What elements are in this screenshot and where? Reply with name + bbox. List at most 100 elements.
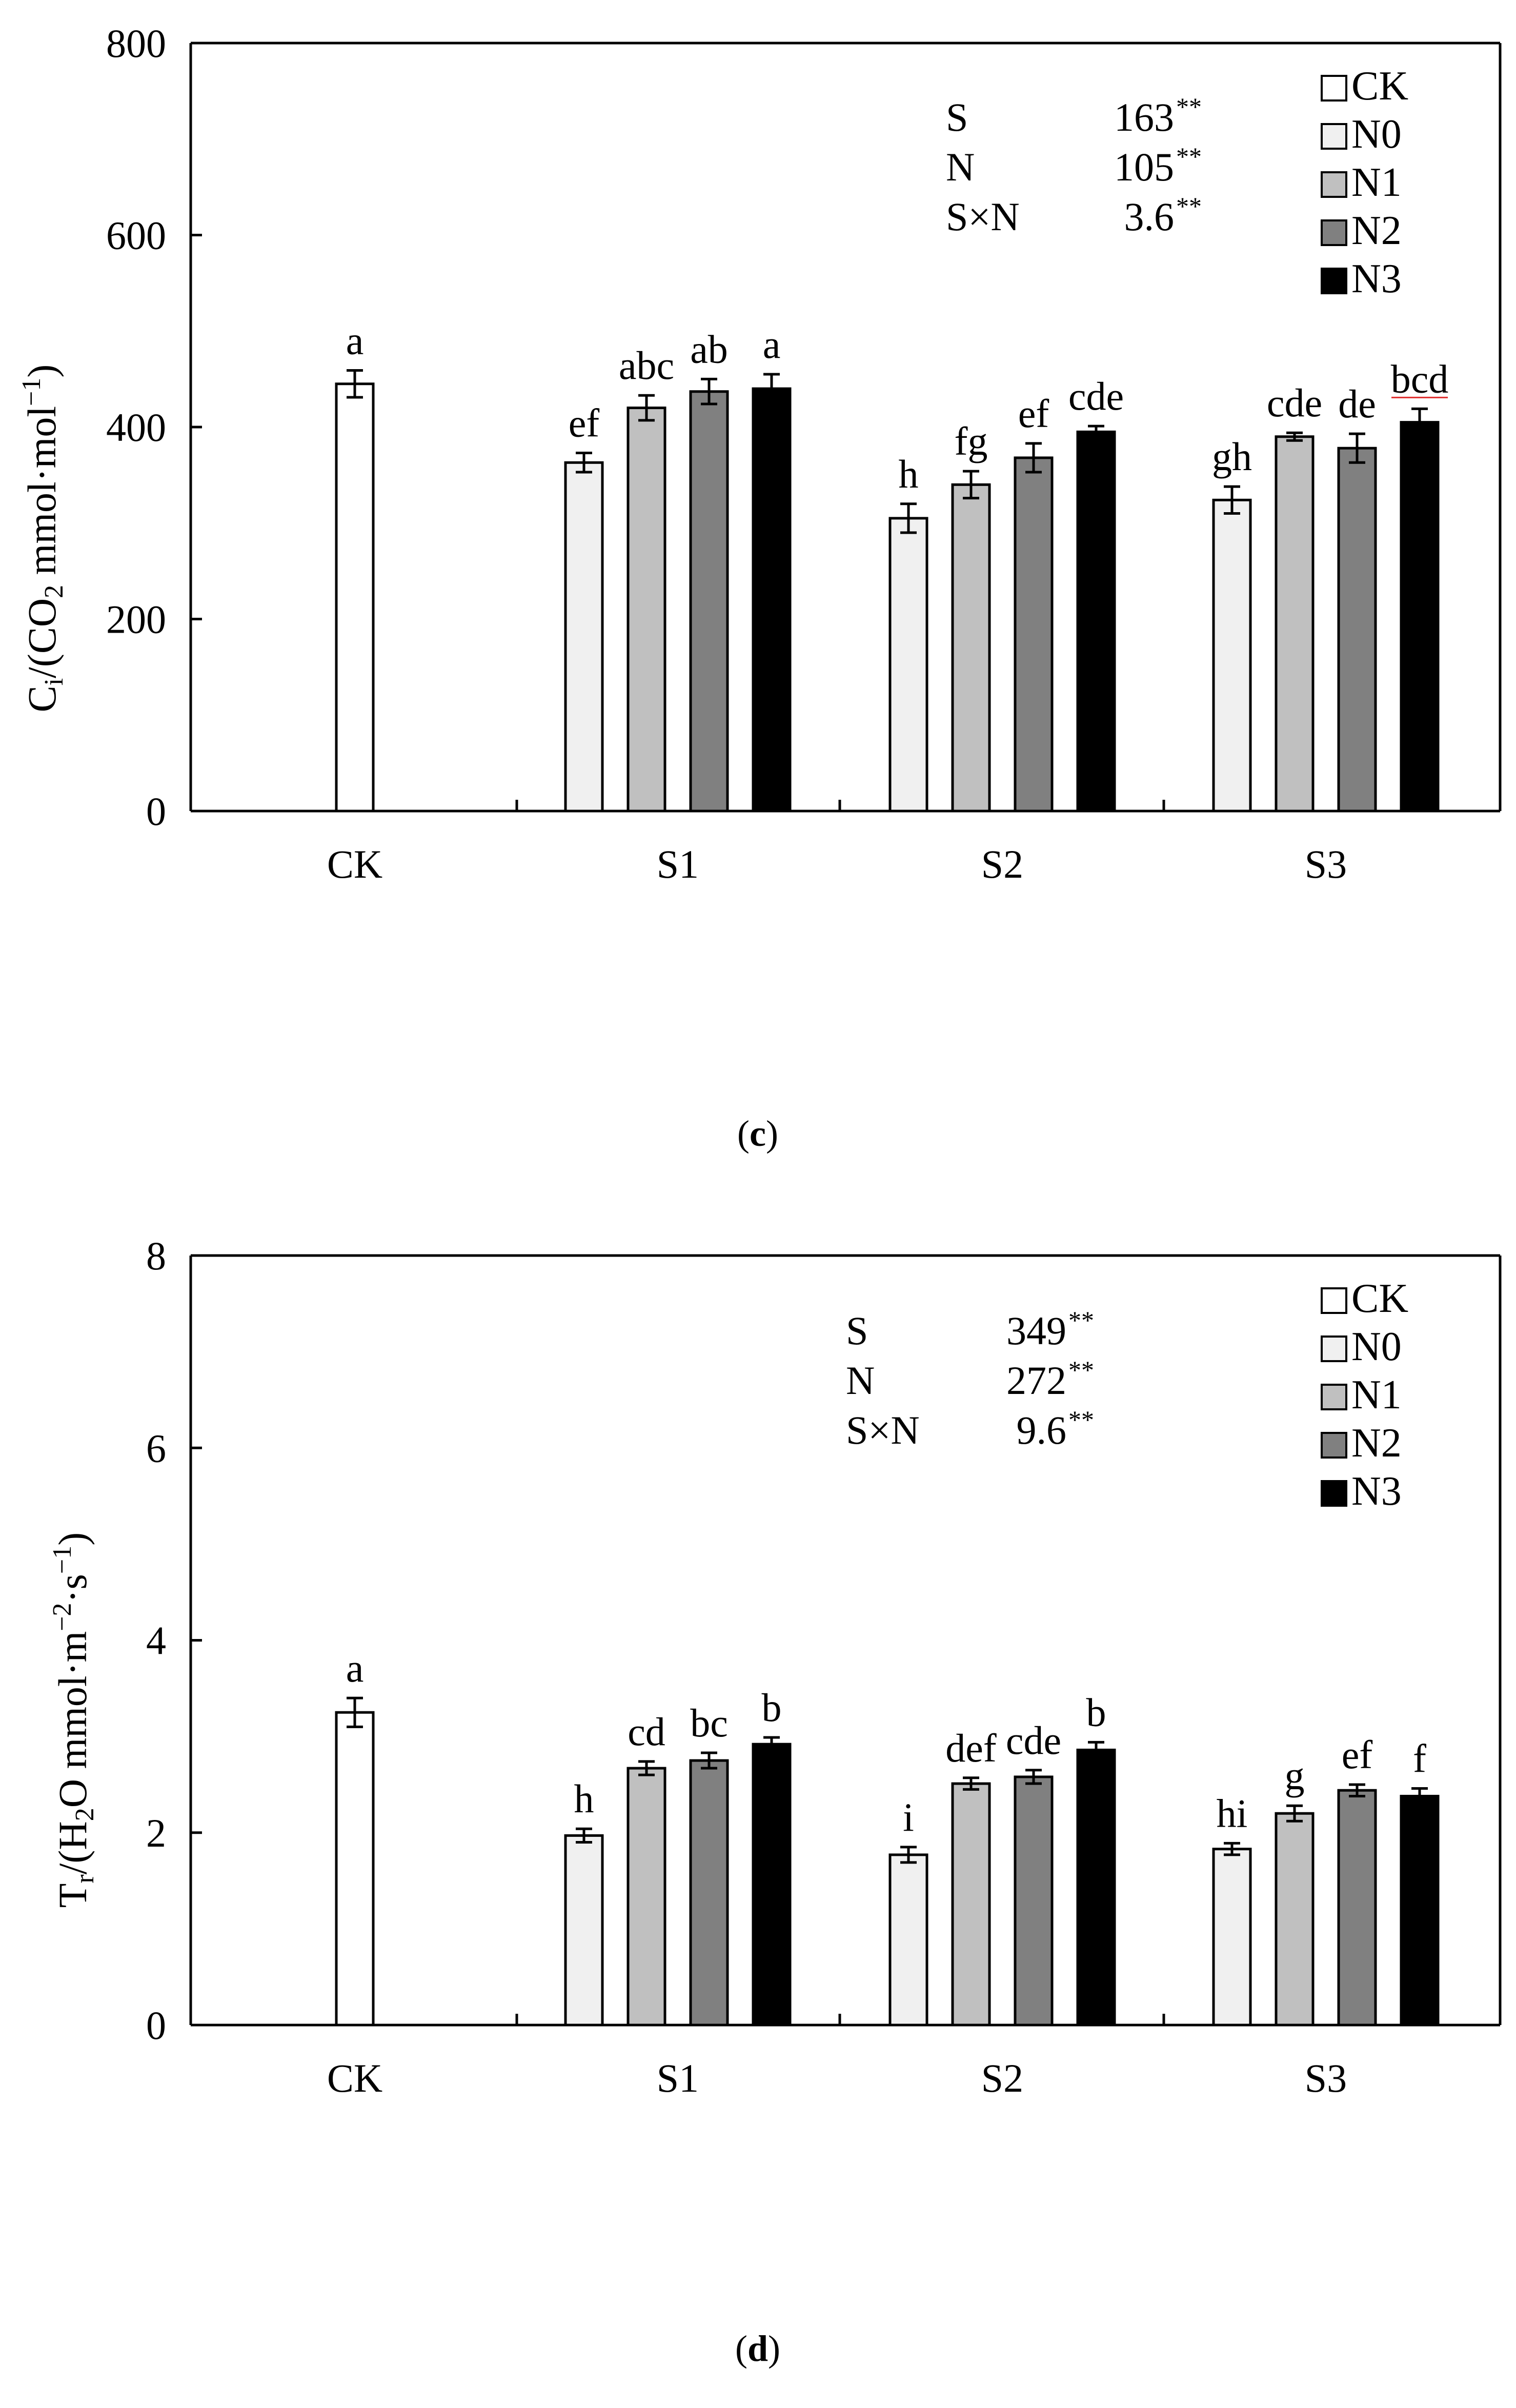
bar-S1-N2: [689, 390, 729, 813]
bar-S3-N2: [1337, 1789, 1377, 2027]
y-tick-label: 800: [106, 21, 166, 66]
panel-d-ylabel-sup2: −1: [48, 1546, 77, 1574]
panel-d-ylabel-rest1: /(H: [50, 1821, 95, 1874]
legend-swatch-N0: [1321, 123, 1347, 150]
panel-d-ticks: 0 2 4 6 8 CK S1 S2 S3: [146, 1233, 1347, 2100]
legend-swatch-N2: [1321, 219, 1347, 246]
significance-letter: ab: [690, 327, 728, 371]
significance-letter: bcd: [1391, 356, 1449, 401]
stat-value: 105: [1114, 145, 1174, 189]
bar-S2-N1: [951, 1782, 991, 2027]
stat-label: S: [846, 1308, 868, 1353]
bar-CK-CK: [335, 382, 375, 813]
x-category-label: S3: [1305, 842, 1347, 886]
bar-S3-N3: [1400, 1794, 1440, 2027]
panel-c-ylabel-rest1: /(CO: [19, 598, 64, 678]
panel-d-ylabel: Tr/(H2O mmol·m−2·s−1): [48, 1532, 99, 1908]
bar-S1-N3: [752, 1743, 792, 2027]
legend-swatch-N1: [1321, 171, 1347, 198]
significance-letter: abc: [619, 343, 674, 388]
legend-label-N0: N0: [1351, 112, 1402, 157]
significance-letter: fg: [955, 419, 988, 463]
legend-label-N0: N0: [1351, 1324, 1402, 1369]
bar-S2-N0: [888, 517, 928, 813]
bar-S1-N3: [752, 387, 792, 813]
bar-S3-N0: [1212, 498, 1252, 813]
bar-S3-N0: [1212, 1848, 1252, 2027]
x-category-label: CK: [327, 842, 382, 886]
significance-letter: gh: [1212, 434, 1252, 479]
bar-S3-N1: [1275, 1812, 1315, 2027]
significance-letter: def: [945, 1726, 997, 1770]
stat-label: N: [946, 145, 975, 189]
panel-d-ylabel-sub2: 2: [70, 1808, 99, 1821]
stat-significance: **: [1176, 92, 1202, 121]
panel-c-ylabel-rest2: mmol·mol: [19, 406, 64, 585]
significance-letter: cde: [1068, 374, 1124, 418]
significance-letter: ef: [1018, 391, 1049, 436]
bar-S1-N1: [626, 407, 666, 813]
legend-swatch-N1: [1321, 1384, 1347, 1410]
panel-c-ylabel: Ci/(CO2 mmol·mol−1): [17, 365, 69, 713]
legend-label-CK: CK: [1351, 64, 1408, 109]
significance-letter: i: [903, 1795, 914, 1839]
y-tick-label: 6: [146, 1426, 166, 1470]
y-tick-label: 0: [146, 789, 166, 834]
y-tick-label: 4: [146, 1618, 166, 1663]
legend-swatch-N2: [1321, 1432, 1347, 1459]
stat-value: 3.6: [1124, 194, 1175, 239]
bar-S3-N2: [1337, 447, 1377, 813]
x-category-label: S2: [981, 842, 1023, 886]
stat-significance: **: [1068, 1306, 1094, 1334]
panel-c-stats: S 163 **N 105 **S×N 3.6 **: [946, 92, 1202, 239]
legend-label-N1: N1: [1351, 160, 1402, 205]
x-category-label: S1: [657, 2056, 699, 2100]
panel-d-ylabel-main: T: [50, 1884, 95, 1908]
panel-d-ylabel-sub: r: [70, 1874, 99, 1883]
panel-c-ylabel-main: C: [19, 685, 64, 712]
panel-d-stats: S 349 **N 272 **S×N 9.6 **: [846, 1306, 1094, 1452]
significance-letter: ef: [569, 401, 600, 446]
panel-d-ylabel-close: ): [50, 1532, 95, 1546]
significance-letter: h: [899, 452, 919, 496]
panel-c-ylabel-sub: i: [39, 678, 69, 685]
y-tick-label: 600: [106, 213, 166, 258]
bar-S3-N3: [1400, 421, 1440, 813]
bar-S1-N1: [626, 1767, 666, 2027]
panel-c-ylabel-sup: −1: [17, 378, 46, 406]
legend-label-N2: N2: [1351, 1421, 1402, 1466]
bar-S1-N0: [564, 1834, 604, 2027]
legend-swatch-CK: [1321, 75, 1347, 102]
legend-label-N1: N1: [1351, 1372, 1402, 1418]
stat-label: S: [946, 95, 968, 139]
panel-c-axes: [189, 42, 1502, 813]
legend-swatch-CK: [1321, 1287, 1347, 1314]
significance-letter: cd: [628, 1709, 665, 1754]
stat-significance: **: [1176, 142, 1202, 171]
stat-label: N: [846, 1358, 875, 1403]
legend-label-CK: CK: [1351, 1276, 1408, 1321]
legend-label-N3: N3: [1351, 1469, 1402, 1514]
bar-S2-N2: [1014, 1775, 1054, 2027]
significance-letter: cde: [1267, 380, 1322, 425]
x-category-label: S2: [981, 2056, 1023, 2100]
significance-letter: a: [763, 322, 781, 367]
y-tick-label: 2: [146, 1811, 166, 1855]
legend-swatch-N3: [1321, 268, 1347, 294]
bar-S2-N2: [1014, 456, 1054, 813]
stat-value: 163: [1114, 95, 1174, 139]
panel-c-ylabel-close: ): [19, 365, 64, 378]
bar-S2-N1: [951, 483, 991, 813]
y-tick-label: 0: [146, 2003, 166, 2048]
significance-letter: a: [346, 318, 364, 363]
panel-d-caption-letter: d: [747, 2328, 768, 2369]
stat-significance: **: [1176, 192, 1202, 220]
x-category-label: CK: [327, 2056, 382, 2100]
x-category-label: S3: [1305, 2056, 1347, 2100]
bar-S2-N3: [1076, 430, 1116, 813]
significance-letter: g: [1285, 1753, 1305, 1798]
